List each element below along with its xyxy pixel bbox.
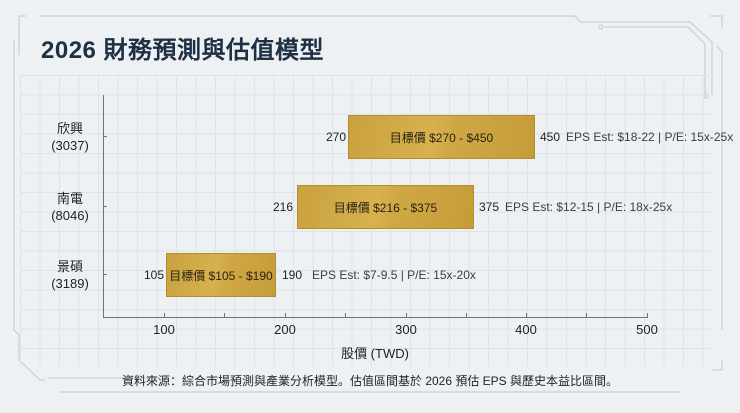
- bar-label: 目標價 $105 - $190: [169, 268, 273, 283]
- x-tick-label: 400: [515, 322, 537, 337]
- low-value: 105: [144, 268, 165, 282]
- stock-code: (3037): [51, 138, 89, 153]
- company-name: 景碩: [56, 259, 83, 274]
- bar-label: 目標價 $216 - $375: [333, 200, 438, 215]
- source-note: 資料來源：綜合市場預測與產業分析模型。估值區間基於 2026 預估 EPS 與歷…: [121, 374, 619, 388]
- x-tick-minor: [345, 313, 346, 317]
- x-tick: [285, 313, 286, 317]
- y-tick: [103, 206, 107, 207]
- stock-code: (3189): [51, 276, 89, 291]
- y-tick: [103, 136, 107, 137]
- x-tick: [526, 313, 527, 317]
- x-tick-minor: [224, 313, 225, 317]
- x-tick-label: 200: [274, 322, 296, 337]
- company-name: 欣興: [56, 121, 83, 136]
- eps-note: EPS Est: $18-22 | P/E: 15x-25x: [566, 130, 734, 144]
- eps-note: EPS Est: $12-15 | P/E: 18x-25x: [505, 200, 673, 214]
- category-label: 景碩 (3189): [40, 258, 100, 292]
- high-value: 190: [282, 268, 303, 282]
- x-tick: [647, 313, 648, 317]
- target-range-bar: 目標價 $270 - $450: [348, 115, 535, 159]
- x-tick-label: 100: [153, 322, 175, 337]
- low-value: 216: [273, 200, 294, 214]
- category-label: 欣興 (3037): [40, 120, 100, 154]
- x-tick: [406, 313, 407, 317]
- high-value: 450: [540, 130, 561, 144]
- x-tick-label: 300: [395, 322, 417, 337]
- x-tick-minor: [466, 313, 467, 317]
- bar-label: 目標價 $270 - $450: [389, 130, 494, 145]
- stock-code: (8046): [51, 208, 89, 223]
- page-title: 2026 財務預測與估值模型: [41, 37, 325, 64]
- x-axis: [103, 317, 648, 318]
- x-tick-label: 500: [636, 322, 658, 337]
- category-label: 南電 (8046): [40, 190, 100, 224]
- low-value: 270: [326, 130, 347, 144]
- x-axis-title: 股價 (TWD): [341, 346, 409, 361]
- company-name: 南電: [56, 191, 83, 206]
- y-tick: [103, 274, 107, 275]
- x-tick-minor: [586, 313, 587, 317]
- target-range-bar: 目標價 $216 - $375: [297, 185, 474, 229]
- eps-note: EPS Est: $7-9.5 | P/E: 15x-20x: [312, 268, 476, 282]
- target-range-bar: 目標價 $105 - $190: [166, 253, 276, 297]
- high-value: 375: [479, 200, 500, 214]
- x-tick: [164, 313, 165, 317]
